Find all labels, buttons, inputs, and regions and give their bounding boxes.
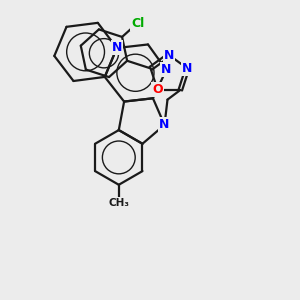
Text: O: O — [152, 83, 163, 97]
Text: Cl: Cl — [131, 16, 144, 29]
Text: CH₃: CH₃ — [108, 198, 129, 208]
Text: N: N — [159, 118, 170, 131]
Text: N: N — [161, 63, 171, 76]
Text: N: N — [112, 41, 122, 55]
Text: N: N — [164, 49, 174, 62]
Text: N: N — [182, 62, 193, 75]
